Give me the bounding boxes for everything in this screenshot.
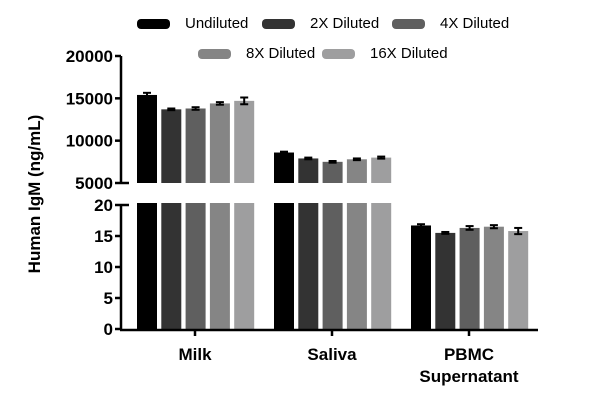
bar (137, 203, 157, 329)
bar (411, 225, 431, 329)
legend-item: Undiluted (137, 15, 248, 32)
x-category-label: Supernatant (419, 367, 519, 386)
legend-swatch (198, 48, 231, 59)
legend-item: 8X Diluted (198, 45, 315, 62)
x-category-label: PBMC (444, 345, 494, 364)
bar (346, 203, 367, 329)
axes-group: 5000 10000 15000 20000 0 5 10 15 20 Milk Saliva PBM… (66, 47, 538, 386)
bar (234, 100, 255, 183)
x-category-label: Saliva (307, 345, 357, 364)
bar (346, 159, 367, 183)
bar (209, 203, 230, 329)
bar (371, 203, 392, 329)
y-tick-label: 5000 (75, 174, 113, 193)
bar (298, 158, 319, 183)
y-tick-label: 20000 (66, 47, 113, 66)
bar (137, 94, 157, 183)
bar (483, 226, 504, 329)
bar (161, 109, 182, 183)
bar (322, 161, 343, 183)
legend-item: 16X Diluted (322, 45, 448, 62)
bar (459, 227, 480, 329)
bar (185, 203, 206, 329)
legend-label: 2X Diluted (310, 15, 380, 32)
legend-label: Undiluted (185, 15, 249, 32)
bar (371, 157, 392, 183)
legend-label: 8X Diluted (246, 45, 316, 62)
legend-swatch (392, 18, 425, 29)
y-tick-label: 15000 (66, 89, 113, 108)
bars-group (137, 91, 529, 329)
bar (508, 231, 529, 329)
bar (185, 108, 206, 183)
y-tick-label: 15 (94, 227, 113, 246)
legend-swatch (262, 18, 295, 29)
y-tick-label: 10000 (66, 132, 113, 151)
bar (209, 103, 230, 183)
y-tick-label: 0 (104, 320, 113, 339)
bar (161, 203, 182, 329)
bar (234, 203, 255, 329)
bar (298, 203, 319, 329)
bar (322, 203, 343, 329)
x-category-label: Milk (178, 345, 212, 364)
legend-item: 4X Diluted (392, 15, 509, 32)
y-tick-label: 10 (94, 258, 113, 277)
y-tick-label: 5 (104, 289, 113, 308)
legend-item: 2X Diluted (262, 15, 379, 32)
legend-swatch (137, 18, 170, 29)
bar (274, 203, 294, 329)
y-tick-label: 20 (94, 196, 113, 215)
legend-label: 16X Diluted (370, 45, 448, 62)
legend-swatch (322, 48, 355, 59)
bar (435, 232, 456, 329)
bar (274, 152, 294, 183)
legend-label: 4X Diluted (440, 15, 510, 32)
